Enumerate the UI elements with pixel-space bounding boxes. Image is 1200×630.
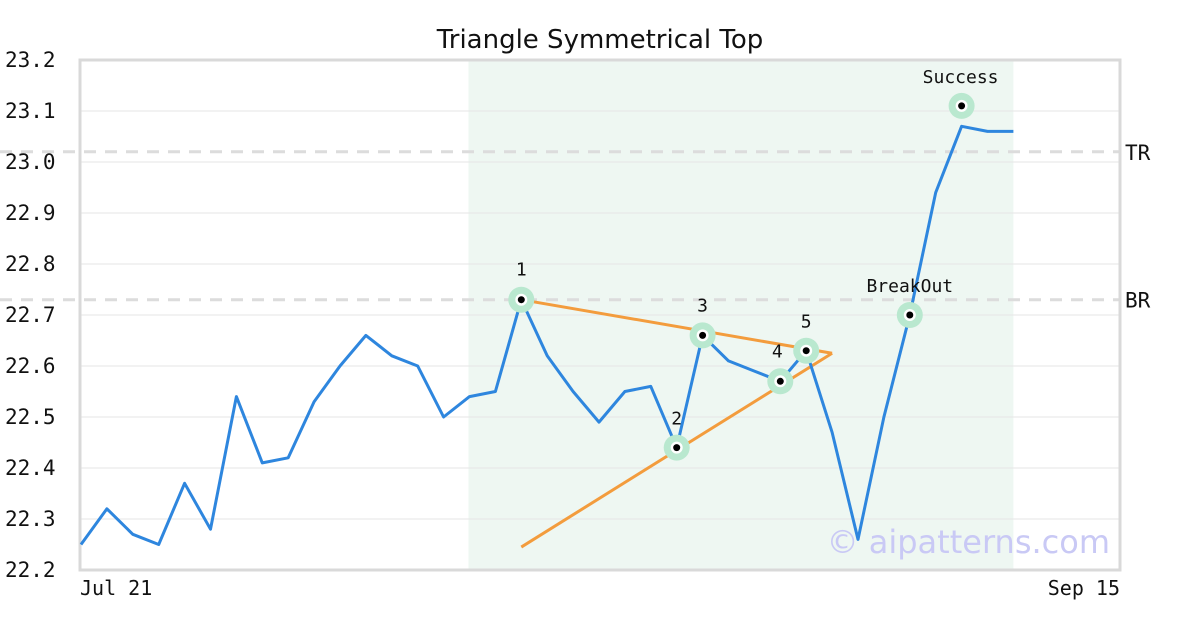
pattern-point: [517, 296, 525, 304]
pattern-point: [673, 444, 681, 452]
y-tick-label: 22.3: [5, 507, 56, 531]
y-tick-label: 23.2: [5, 48, 56, 72]
y-tick-label: 23.1: [5, 99, 56, 123]
watermark: © aipatterns.com: [827, 523, 1110, 561]
pattern-point: [906, 311, 914, 319]
y-tick-label: 22.5: [5, 405, 56, 429]
series-layer: [79, 124, 1014, 546]
pattern-point-label: Success: [923, 67, 999, 88]
y-tick-label: 22.4: [5, 456, 56, 480]
x-tick-start: Jul 21: [80, 576, 152, 600]
pattern-point: [958, 102, 966, 110]
pattern-point-label: 2: [671, 409, 682, 430]
y-tick-label: 22.2: [5, 558, 56, 582]
x-tick-end: Sep 15: [1048, 576, 1120, 600]
y-tick-label: 23.0: [5, 150, 56, 174]
reference-label-tr: TR: [1125, 141, 1151, 165]
pattern-points-layer: 1 2 3 45 BreakOut Success: [508, 67, 999, 461]
plot-frame: [78, 58, 1122, 572]
y-tick-label: 22.8: [5, 252, 56, 276]
pattern-point-label: 3: [697, 295, 708, 316]
pattern-point: [802, 347, 810, 355]
y-tick-label: 22.9: [5, 201, 56, 225]
pattern-point-label: 1: [516, 260, 527, 281]
chart-title: Triangle Symmetrical Top: [436, 25, 764, 55]
reference-label-br: BR: [1125, 289, 1151, 313]
y-tick-label: 22.6: [5, 354, 56, 378]
price-line: [79, 124, 1014, 546]
pattern-point-label: 4: [772, 341, 783, 362]
trend-line: [521, 298, 833, 355]
pattern-point: [776, 377, 784, 385]
y-axis-ticks: 22.2 22.3 22.4 22.5 22.6 22.7 22.8 22.9 23.0 23.1…: [5, 48, 56, 582]
pattern-point-label: 5: [801, 312, 812, 333]
y-tick-label: 22.7: [5, 303, 56, 327]
reference-lines-layer: TR BR: [0, 141, 1151, 313]
pattern-point: [699, 331, 707, 339]
pattern-point-label: BreakOut: [866, 276, 953, 297]
